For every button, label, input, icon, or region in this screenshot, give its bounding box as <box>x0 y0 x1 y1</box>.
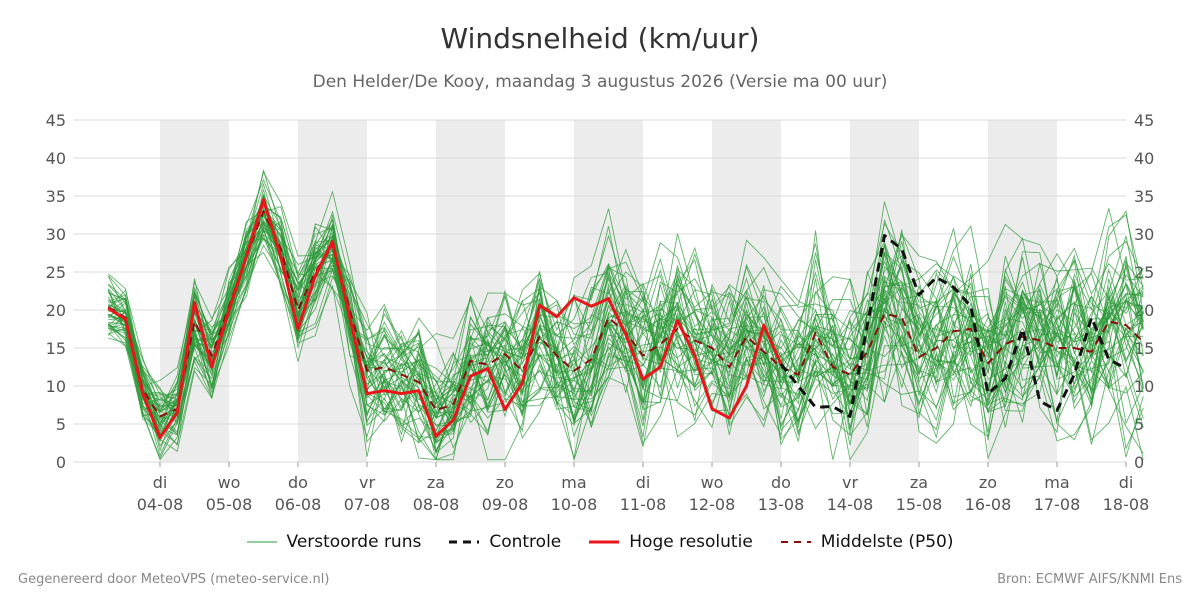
y-tick-label: 45 <box>1134 111 1154 130</box>
x-tick-date: 08-08 <box>413 495 460 514</box>
main-series <box>107 198 1144 440</box>
y-tick-label: 40 <box>1134 149 1154 168</box>
y-tick-label: 20 <box>46 301 66 320</box>
x-tick-weekday: di <box>636 473 651 492</box>
x-tick-weekday: di <box>1119 473 1134 492</box>
x-tick-date: 09-08 <box>482 495 529 514</box>
legend-item-ensemble[interactable]: Verstoorde runs <box>246 532 422 552</box>
y-tick-label: 15 <box>1134 339 1154 358</box>
y-tick-label: 30 <box>1134 225 1154 244</box>
legend: Verstoorde runs Controle Hoge resolutie … <box>0 530 1200 554</box>
legend-item-control[interactable]: Controle <box>449 532 561 552</box>
wind-speed-chart: 0 5 10 15 20 25 30 35 40 45 0 5 10 15 20 25 30 35 40 45 di… <box>46 111 1155 514</box>
ensemble-member-line <box>107 195 1144 428</box>
legend-item-hires[interactable]: Hoge resolutie <box>589 532 753 552</box>
x-tick-date: 06-08 <box>275 495 322 514</box>
x-tick-date: 18-08 <box>1103 495 1150 514</box>
y-tick-label: 0 <box>56 453 66 472</box>
y-tick-label: 10 <box>46 377 66 396</box>
ensemble-member-line <box>107 203 1144 439</box>
ensemble-member-line <box>108 189 1144 445</box>
legend-label-ensemble: Verstoorde runs <box>286 532 422 552</box>
y-tick-label: 10 <box>1134 377 1154 396</box>
y-tick-label: 45 <box>46 111 66 130</box>
ensemble-member-line <box>107 214 1144 437</box>
y-tick-label: 30 <box>46 225 66 244</box>
legend-swatch-hires <box>589 540 620 544</box>
y-tick-label: 35 <box>46 187 66 206</box>
legend-swatch-control <box>449 540 480 544</box>
chart-subtitle: Den Helder/De Kooy, maandag 3 augustus 2… <box>312 72 888 92</box>
x-tick-date: 10-08 <box>551 495 598 514</box>
legend-swatch-median <box>780 541 811 543</box>
y-tick-label: 35 <box>1134 187 1154 206</box>
x-tick-date: 16-08 <box>965 495 1012 514</box>
ensemble-member-line <box>108 211 1144 460</box>
x-tick-date: 04-08 <box>137 495 184 514</box>
x-tick-date: 11-08 <box>620 495 667 514</box>
x-tick-date: 15-08 <box>896 495 943 514</box>
ensemble-member-line <box>108 190 1144 438</box>
x-tick-weekday: ma <box>1044 473 1069 492</box>
legend-label-hires: Hoge resolutie <box>629 532 753 552</box>
x-tick-date: 05-08 <box>206 495 253 514</box>
y-tick-label: 5 <box>56 415 66 434</box>
x-tick-date: 13-08 <box>758 495 805 514</box>
footer-generator: Gegenereerd door MeteoVPS (meteo-service… <box>18 572 330 587</box>
hires-line <box>107 198 783 440</box>
x-tick-weekday: di <box>153 473 168 492</box>
chart-title: Windsnelheid (km/uur) <box>440 22 760 55</box>
legend-item-median[interactable]: Middelste (P50) <box>780 532 954 552</box>
y-tick-label: 40 <box>46 149 66 168</box>
ensemble-member-line <box>107 209 1144 436</box>
y-tick-label: 25 <box>46 263 66 282</box>
legend-label-median: Middelste (P50) <box>820 532 954 552</box>
x-tick-date: 14-08 <box>827 495 874 514</box>
x-tick-weekday: wo <box>701 473 724 492</box>
legend-swatch-ensemble <box>246 541 277 543</box>
ensemble-member-line <box>108 227 1144 443</box>
x-tick-date: 12-08 <box>689 495 736 514</box>
control-line <box>779 234 1127 418</box>
x-tick-date: 07-08 <box>344 495 391 514</box>
x-tick-weekday: vr <box>359 473 375 492</box>
x-tick-weekday: vr <box>842 473 858 492</box>
x-tick-date: 17-08 <box>1034 495 1081 514</box>
footer-source: Bron: ECMWF AIFS/KNMI Ens <box>997 572 1182 587</box>
x-tick-weekday: do <box>771 473 791 492</box>
x-tick-weekday: za <box>910 473 928 492</box>
x-tick-weekday: do <box>288 473 308 492</box>
y-tick-label: 15 <box>46 339 66 358</box>
y-tick-label: 0 <box>1134 453 1144 472</box>
x-tick-weekday: zo <box>979 473 997 492</box>
y-axis-left: 0 5 10 15 20 25 30 35 40 45 <box>46 111 66 472</box>
x-tick-weekday: wo <box>218 473 241 492</box>
x-axis: di 04-08 wo 05-08 do 06-08 vr 07-08 za 08-08 zo 09-… <box>137 462 1150 514</box>
x-tick-weekday: ma <box>561 473 586 492</box>
y-tick-label: 5 <box>1134 415 1144 434</box>
ensemble-member-line <box>108 205 1144 458</box>
x-tick-weekday: zo <box>496 473 514 492</box>
ensemble-member-line <box>108 171 1144 444</box>
legend-label-control: Controle <box>489 532 562 552</box>
x-tick-weekday: za <box>427 473 445 492</box>
